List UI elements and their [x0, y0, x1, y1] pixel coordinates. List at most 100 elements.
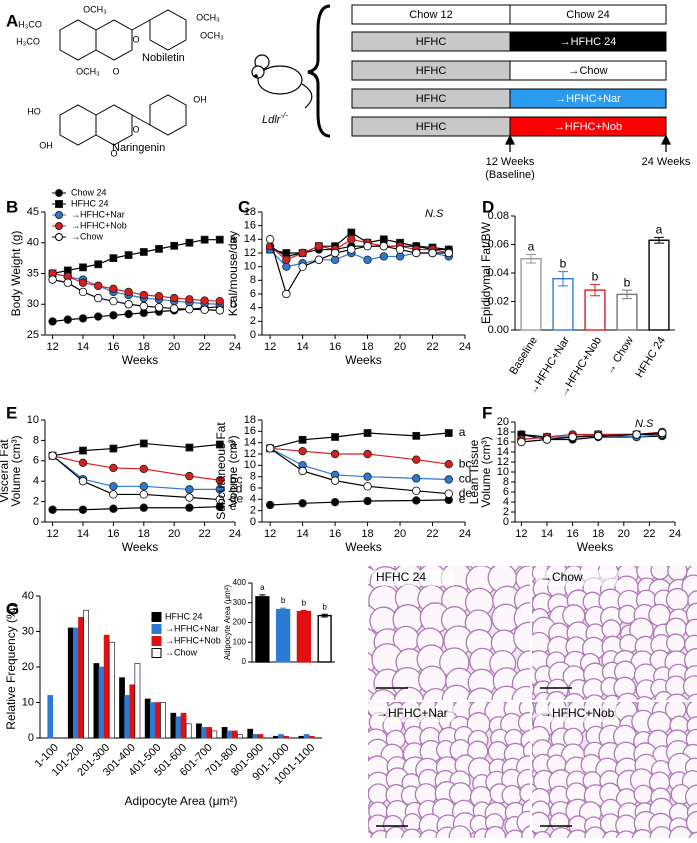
marker: [109, 490, 118, 499]
legend-label: →HFHC+Nob: [165, 635, 221, 645]
marker: [124, 309, 133, 319]
panel-label: G: [6, 599, 19, 618]
y-axis-label: Visceral Fat: [0, 439, 11, 503]
bar: [78, 616, 84, 739]
series-line: [52, 279, 220, 311]
marker: [79, 446, 87, 455]
group-letter: de: [230, 492, 244, 506]
strain-label: Ldlr-/-: [262, 111, 288, 126]
legend-label: →Chow: [165, 647, 198, 657]
diet-label: HFHC: [416, 93, 447, 105]
group-letter: bc: [459, 456, 472, 470]
x-tick-label: 24: [229, 528, 241, 540]
series-line: [269, 447, 449, 481]
label-bg: [536, 706, 618, 722]
compound-name: Nobiletin: [142, 52, 185, 64]
bar: [83, 609, 90, 739]
x-tick-label: 12: [264, 528, 276, 540]
bar: [257, 734, 264, 739]
panel-label: C: [238, 197, 250, 216]
y-tick-label: 14: [244, 437, 256, 449]
bar: [73, 627, 79, 739]
bar: [252, 734, 259, 739]
adipocyte: [563, 692, 585, 700]
marker: [109, 311, 118, 320]
x-tick-label: 12: [46, 341, 58, 353]
diet-label: →HFHC+Nar: [555, 93, 621, 105]
marker: [215, 306, 224, 315]
bar: [149, 702, 156, 739]
marker: [363, 449, 372, 459]
y-tick-label: 0: [503, 516, 509, 528]
y-tick-label: 40: [27, 237, 39, 249]
marker: [428, 248, 437, 258]
group-letter: cd: [230, 482, 243, 496]
marker: [185, 471, 194, 481]
bar: [275, 608, 291, 663]
marker: [79, 263, 87, 272]
y-tick-label: 30: [22, 625, 34, 637]
x-axis-label: Weeks: [122, 353, 158, 367]
marker: [379, 241, 388, 251]
marker: [48, 505, 57, 514]
y-tick-label: 0: [28, 732, 34, 744]
marker: [109, 284, 118, 294]
legend-swatch: [151, 624, 162, 634]
y-tick-label: 14: [497, 446, 509, 458]
y-tick-label: 10: [27, 414, 39, 426]
marker: [314, 255, 324, 265]
marker: [109, 254, 118, 263]
substituent: OCH₃: [196, 12, 220, 22]
annotation: N.S: [635, 418, 654, 430]
marker: [200, 305, 209, 314]
x-tick-label: 22: [198, 341, 210, 353]
marker: [78, 287, 88, 297]
marker: [347, 235, 356, 244]
marker: [632, 430, 641, 439]
y-tick-label: 18: [497, 426, 509, 438]
substituent: OCH₃: [76, 66, 100, 76]
bar: [272, 735, 279, 739]
marker: [330, 248, 340, 258]
y-tick-label: 6: [250, 482, 256, 494]
x-tick-label: 22: [426, 528, 438, 540]
diet-label: →HFHC 24: [560, 36, 617, 48]
panel-label: F: [482, 403, 492, 422]
panel-label: A: [6, 11, 18, 30]
diet-label: Chow 24: [566, 9, 609, 21]
marker: [444, 489, 453, 498]
marker: [215, 475, 224, 485]
y-tick-label: 300: [233, 598, 247, 607]
adipocyte: [688, 831, 697, 838]
marker: [48, 451, 57, 460]
adipocyte: [640, 566, 643, 567]
series-line: [52, 455, 220, 490]
marker: [331, 433, 339, 441]
marker: [139, 290, 148, 300]
substituent: OH: [193, 94, 207, 104]
bar: [648, 239, 670, 331]
x-tick-label: 14: [541, 528, 553, 540]
y-axis-label: Subcutaneous Fat: [214, 422, 228, 520]
adipocyte: [418, 829, 441, 838]
marker: [363, 241, 372, 251]
y-tick-label: 25: [27, 329, 39, 341]
x-tick-label: 16: [329, 341, 341, 353]
y-tick-label: 10: [22, 696, 34, 708]
x-tick-label: 20: [394, 528, 406, 540]
adipocyte: [532, 830, 552, 838]
bar: [298, 735, 305, 739]
bar: [552, 278, 574, 331]
y-tick-label: 10: [497, 466, 509, 478]
adipocyte: [616, 692, 639, 700]
bar: [308, 735, 315, 739]
x-tick-label: 24: [459, 341, 471, 353]
y-tick-label: 8: [250, 471, 256, 483]
marker: [347, 245, 356, 254]
histology-label: →HFHC+Nob: [540, 706, 615, 720]
y-tick-label: 0.02: [488, 295, 509, 307]
marker: [169, 304, 179, 313]
adipocyte: [649, 826, 674, 838]
group-letter: b: [230, 296, 237, 310]
marker: [444, 460, 453, 469]
